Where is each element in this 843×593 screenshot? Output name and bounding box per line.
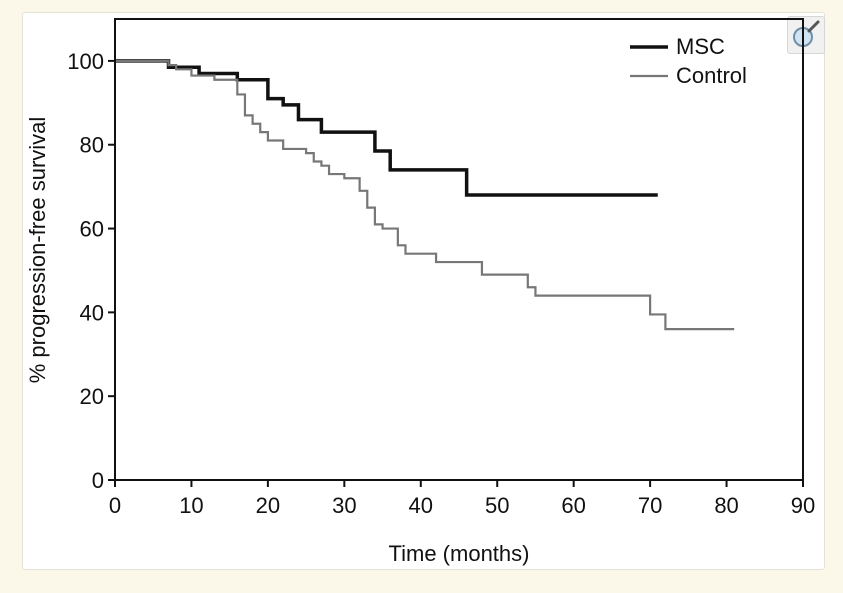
- x-tick-label: 30: [332, 493, 356, 518]
- y-axis: 0 20 40 60 80 100: [67, 49, 115, 493]
- x-tick-label: 80: [714, 493, 738, 518]
- axes-box: [114, 18, 804, 481]
- x-tick-label: 70: [638, 493, 662, 518]
- y-tick-label: 40: [80, 300, 104, 325]
- y-tick-label: 100: [67, 49, 104, 74]
- x-tick-label: 40: [409, 493, 433, 518]
- legend-label-control: Control: [676, 63, 747, 88]
- x-tick-label: 60: [561, 493, 585, 518]
- x-tick-label: 0: [109, 493, 121, 518]
- series-line-control: [115, 59, 735, 331]
- x-axis-title: Time (months): [389, 541, 530, 566]
- y-tick-label: 20: [80, 384, 104, 409]
- legend-label-msc: MSC: [676, 34, 725, 59]
- figure-frame: [22, 12, 825, 570]
- legend: MSC Control: [630, 34, 747, 88]
- y-tick-label: 80: [80, 133, 104, 158]
- x-tick-label: 10: [179, 493, 203, 518]
- plot-area: [115, 59, 735, 331]
- x-tick-label: 50: [485, 493, 509, 518]
- y-tick-label: 0: [92, 468, 104, 493]
- x-axis: 0 10 20 30 40 50 60 70 80 90: [109, 480, 815, 518]
- x-tick-label: 20: [256, 493, 280, 518]
- x-tick-label: 90: [791, 493, 815, 518]
- series-line-msc: [115, 59, 658, 197]
- y-tick-label: 60: [80, 217, 104, 242]
- y-axis-title: % progression-free survival: [25, 117, 50, 384]
